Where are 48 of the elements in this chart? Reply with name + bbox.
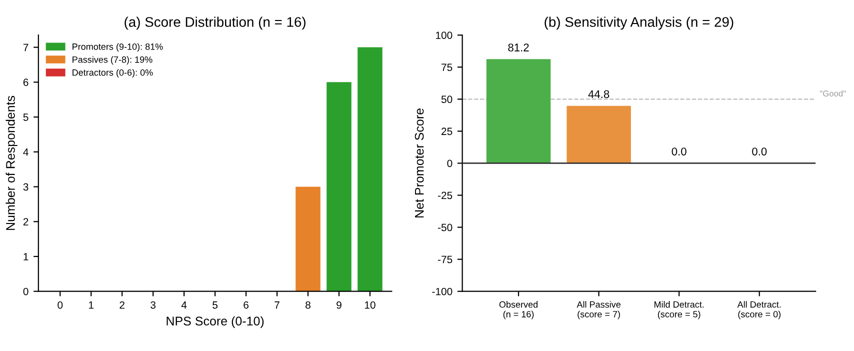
y-tick-label: 0 (23, 288, 28, 296)
x-tick-label: 3 (150, 301, 156, 309)
y-tick-label: 6 (23, 78, 28, 86)
data-label: 0.0 (672, 148, 686, 156)
y-tick-label: 25 (442, 128, 452, 136)
x-tick-label: All Detract. (score = 0) (737, 301, 781, 320)
legend-label: Promoters (9-10): 81% (72, 43, 163, 52)
y-tick-label: 100 (436, 32, 452, 39)
data-label: 0.0 (752, 148, 767, 156)
data-label: 44.8 (588, 90, 610, 98)
y-tick-label: 2 (23, 218, 28, 226)
bar (358, 47, 382, 292)
y-tick-label: 4 (23, 148, 28, 156)
y-axis-title: Net Promoter Score (414, 108, 424, 218)
x-tick-label: 4 (181, 301, 187, 309)
y-tick-label: 7 (23, 44, 28, 52)
y-tick-label: 3 (23, 183, 28, 191)
x-axis-title: NPS Score (0-10) (166, 316, 264, 328)
y-tick-label: 75 (442, 64, 452, 72)
x-tick-label: 7 (274, 301, 280, 309)
y-tick-label: 0 (447, 160, 452, 168)
legend-label: Detractors (0-6): 0% (72, 69, 153, 78)
bar (326, 82, 352, 292)
chart-title: (b) Sensitivity Analysis (n = 29) (544, 16, 734, 30)
y-tick-label: -75 (438, 256, 452, 264)
x-tick-label: 2 (120, 301, 124, 309)
x-tick-label: 0 (58, 301, 63, 309)
y-axis-title: Number of Respondents (6, 96, 18, 230)
legend-label: Passives (7-8): 19% (72, 56, 152, 65)
y-tick-label: -50 (438, 224, 452, 232)
ref-line-label: "Good" (820, 90, 846, 96)
y-tick-label: 1 (24, 253, 28, 260)
bar (296, 186, 320, 292)
x-tick-label: Observed (n = 16) (499, 301, 538, 320)
y-tick-label: -25 (438, 192, 452, 200)
y-tick-label: -100 (432, 288, 452, 296)
x-tick-label: All Passive (score = 7) (576, 301, 620, 320)
y-tick-label: 50 (441, 96, 452, 104)
x-tick-label: 6 (244, 301, 248, 309)
x-tick-label: 5 (212, 301, 218, 309)
x-tick-label: 1 (89, 301, 94, 309)
chart-title: (a) Score Distribution (n = 16) (124, 16, 306, 30)
x-tick-label: 10 (364, 301, 376, 309)
x-tick-label: 8 (306, 301, 310, 309)
x-tick-label: Mild Detract. (score = 5) (654, 301, 704, 320)
y-tick-label: 5 (23, 114, 28, 121)
data-label: 81.2 (508, 44, 529, 52)
x-tick-label: 9 (336, 301, 342, 309)
